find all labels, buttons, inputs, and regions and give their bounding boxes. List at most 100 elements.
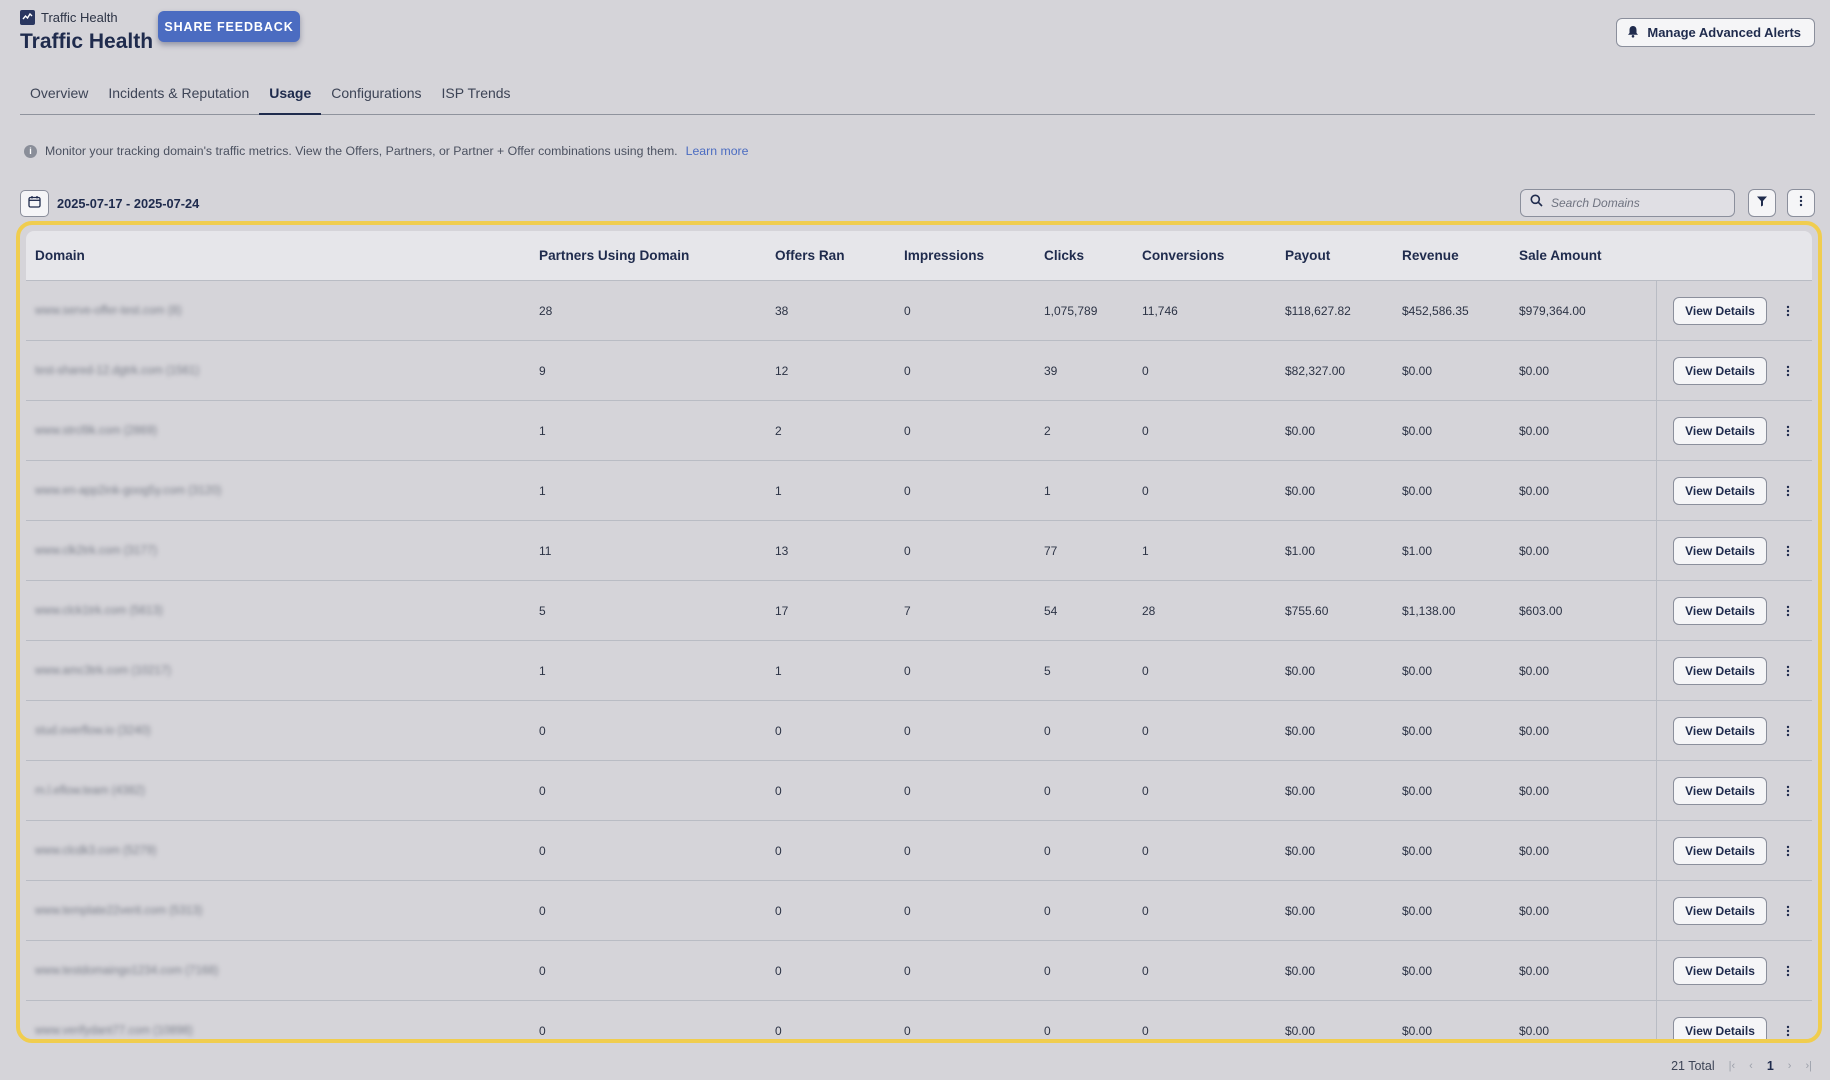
payout-cell: $0.00: [1285, 724, 1316, 738]
revenue-cell: $0.00: [1402, 1024, 1433, 1038]
domain-cell: www.template22verit.com (5313): [35, 905, 203, 917]
column-header-revenue[interactable]: Revenue: [1402, 248, 1459, 263]
row-kebab-icon[interactable]: [1780, 1017, 1796, 1039]
view-details-button[interactable]: View Details: [1673, 837, 1767, 865]
row-kebab-icon[interactable]: [1780, 657, 1796, 685]
view-details-button[interactable]: View Details: [1673, 1017, 1767, 1039]
view-details-button[interactable]: View Details: [1673, 717, 1767, 745]
table-row: www.en-app2ink-goog5y.com (3120) 1 1 0 1 0 $0.…: [26, 461, 1812, 521]
table-body: www.serve-offer-test.com (8) 28 38 0 1,075,7…: [26, 281, 1812, 1039]
pagination: 21 Total |‹ ‹ 1 › ›|: [1671, 1059, 1812, 1073]
current-page[interactable]: 1: [1766, 1059, 1774, 1073]
action-column-divider: [1656, 821, 1657, 880]
revenue-cell: $0.00: [1402, 784, 1433, 798]
action-column-divider: [1656, 581, 1657, 640]
manage-advanced-alerts-label: Manage Advanced Alerts: [1647, 25, 1801, 40]
conversions-cell: 0: [1142, 964, 1149, 978]
tab-isp-trends[interactable]: ISP Trends: [441, 85, 511, 101]
impressions-cell: 0: [904, 304, 911, 318]
first-page-icon[interactable]: |‹: [1728, 1060, 1736, 1072]
view-details-button[interactable]: View Details: [1673, 897, 1767, 925]
row-kebab-icon[interactable]: [1780, 957, 1796, 985]
row-kebab-icon[interactable]: [1780, 357, 1796, 385]
action-column-divider: [1656, 461, 1657, 520]
clicks-cell: 39: [1044, 364, 1058, 378]
sale-cell: $0.00: [1519, 364, 1550, 378]
offers-cell: 38: [775, 304, 789, 318]
tab-usage[interactable]: Usage: [259, 78, 322, 115]
date-picker-button[interactable]: [20, 190, 49, 217]
impressions-cell: 0: [904, 904, 911, 918]
impressions-cell: 0: [904, 364, 911, 378]
row-kebab-icon[interactable]: [1780, 717, 1796, 745]
offers-cell: 0: [775, 964, 782, 978]
column-header-partners[interactable]: Partners Using Domain: [539, 248, 690, 263]
sale-cell: $0.00: [1519, 904, 1550, 918]
revenue-cell: $1,138.00: [1402, 604, 1456, 618]
domain-cell: www.en-app2ink-goog5y.com (3120): [35, 485, 222, 497]
offers-cell: 0: [775, 904, 782, 918]
row-kebab-icon[interactable]: [1780, 837, 1796, 865]
view-details-button[interactable]: View Details: [1673, 537, 1767, 565]
filter-button[interactable]: [1748, 189, 1776, 217]
view-details-button[interactable]: View Details: [1673, 777, 1767, 805]
learn-more-link[interactable]: Learn more: [685, 144, 749, 158]
view-details-button[interactable]: View Details: [1673, 597, 1767, 625]
tab-configurations[interactable]: Configurations: [331, 85, 422, 101]
revenue-cell: $0.00: [1402, 724, 1433, 738]
column-header-clicks[interactable]: Clicks: [1044, 248, 1085, 263]
share-feedback-button[interactable]: SHARE FEEDBACK: [158, 11, 300, 42]
date-range-label: 2025-07-17 - 2025-07-24: [57, 196, 200, 211]
calendar-icon: [28, 195, 41, 213]
conversions-cell: 0: [1142, 844, 1149, 858]
conversions-cell: 0: [1142, 484, 1149, 498]
tab-incidents-reputation[interactable]: Incidents & Reputation: [108, 85, 250, 101]
next-page-icon[interactable]: ›: [1787, 1060, 1792, 1072]
view-details-button[interactable]: View Details: [1673, 657, 1767, 685]
column-header-impressions[interactable]: Impressions: [904, 248, 985, 263]
view-details-button[interactable]: View Details: [1673, 297, 1767, 325]
offers-cell: 0: [775, 1024, 782, 1038]
partners-cell: 0: [539, 724, 546, 738]
row-kebab-icon[interactable]: [1780, 777, 1796, 805]
row-kebab-icon[interactable]: [1780, 537, 1796, 565]
domain-cell: www.testdomaingo1234.com (7168): [35, 965, 219, 977]
sale-cell: $0.00: [1519, 844, 1550, 858]
more-options-button[interactable]: [1787, 189, 1815, 217]
prev-page-icon[interactable]: ‹: [1749, 1060, 1753, 1072]
row-kebab-icon[interactable]: [1780, 297, 1796, 325]
column-header-domain[interactable]: Domain: [35, 248, 85, 263]
last-page-icon[interactable]: ›|: [1805, 1060, 1812, 1072]
offers-cell: 0: [775, 724, 782, 738]
action-column-divider: [1656, 521, 1657, 580]
domain-cell: m.l.eflow.team (4382): [35, 785, 145, 797]
impressions-cell: 0: [904, 844, 911, 858]
column-header-offers[interactable]: Offers Ran: [775, 248, 845, 263]
view-details-button[interactable]: View Details: [1673, 417, 1767, 445]
manage-advanced-alerts-button[interactable]: Manage Advanced Alerts: [1616, 18, 1815, 47]
clicks-cell: 2: [1044, 424, 1051, 438]
action-column-divider: [1656, 401, 1657, 460]
column-header-sale-amount[interactable]: Sale Amount: [1519, 248, 1602, 263]
view-details-button[interactable]: View Details: [1673, 357, 1767, 385]
table-row: www.verifydant77.com (10898) 0 0 0 0 0 $0.00 $0…: [26, 1001, 1812, 1039]
kebab-icon: [1799, 194, 1803, 212]
row-kebab-icon[interactable]: [1780, 897, 1796, 925]
conversions-cell: 0: [1142, 664, 1149, 678]
table-row: stud.overflow.io (3240) 0 0 0 0 0 $0.00 $0.00 $0…: [26, 701, 1812, 761]
row-kebab-icon[interactable]: [1780, 477, 1796, 505]
partners-cell: 28: [539, 304, 553, 318]
column-header-payout[interactable]: Payout: [1285, 248, 1331, 263]
clicks-cell: 0: [1044, 964, 1051, 978]
sale-cell: $0.00: [1519, 1024, 1550, 1038]
conversions-cell: 0: [1142, 1024, 1149, 1038]
search-domains-input[interactable]: [1551, 196, 1726, 210]
tab-overview[interactable]: Overview: [30, 85, 89, 101]
row-kebab-icon[interactable]: [1780, 597, 1796, 625]
row-kebab-icon[interactable]: [1780, 417, 1796, 445]
column-header-conversions[interactable]: Conversions: [1142, 248, 1225, 263]
view-details-button[interactable]: View Details: [1673, 477, 1767, 505]
view-details-button[interactable]: View Details: [1673, 957, 1767, 985]
clicks-cell: 0: [1044, 904, 1051, 918]
conversions-cell: 0: [1142, 784, 1149, 798]
